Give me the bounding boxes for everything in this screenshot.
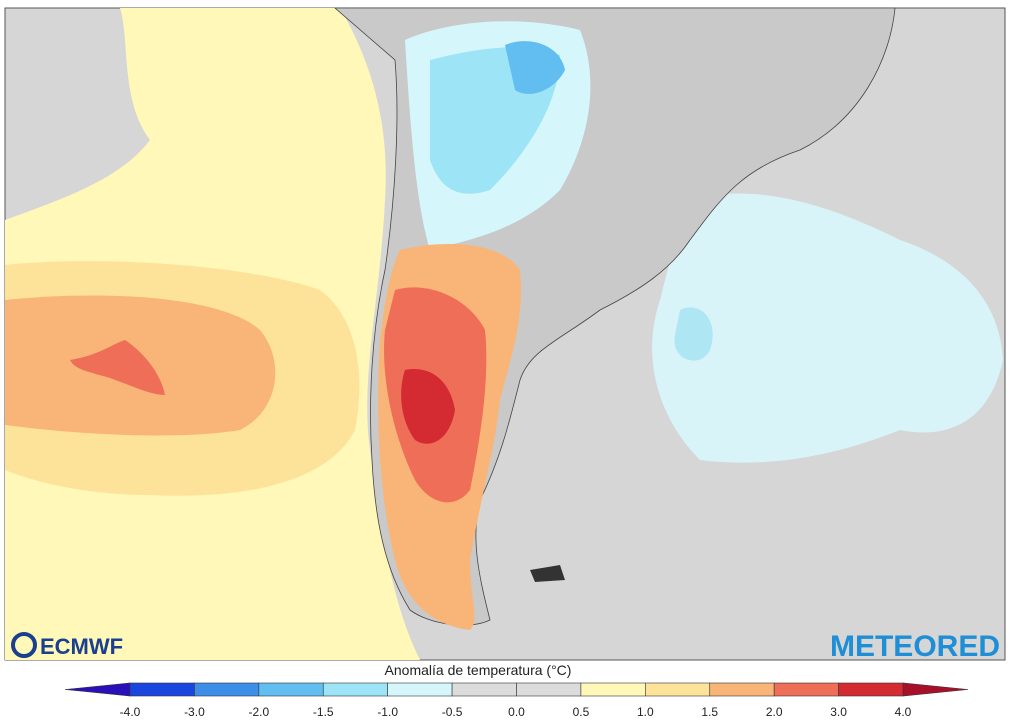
ecmwf-logo: ECMWF	[11, 632, 123, 659]
colorbar-segment	[580, 682, 646, 697]
colorbar-segment	[709, 682, 775, 697]
colorbar-tick-label: 3.0	[830, 705, 847, 719]
colorbar-under	[64, 682, 131, 697]
colorbar-tick-label: -3.0	[184, 705, 205, 719]
colorbar: -4.0 -3.0 -2.0 -1.5 -1.0 -0.5 0.0 0.5 1.0 1.5 2.0 3…	[64, 682, 969, 719]
colorbar-tick-label: -4.0	[120, 705, 141, 719]
colorbar-tick-label: -1.0	[377, 705, 398, 719]
map	[4, 7, 1006, 661]
colorbar-segment	[258, 682, 324, 697]
colorbar-tick-label: 1.0	[637, 705, 654, 719]
colorbar-tick-label: 4.0	[895, 705, 912, 719]
colorbar-segment	[516, 682, 582, 697]
colorbar-tick-label: 0.5	[573, 705, 590, 719]
logo-icon	[11, 632, 37, 658]
colorbar-tick-label: -0.5	[442, 705, 463, 719]
anomaly-area	[70, 340, 165, 395]
colorbar-segment	[129, 682, 195, 697]
colorbar-tick-label: -2.0	[248, 705, 269, 719]
legend-title: Anomalía de temperatura (°C)	[385, 662, 572, 678]
colorbar-segment	[451, 682, 517, 697]
anomaly-area	[652, 193, 1003, 463]
colorbar-tick-label: 2.0	[766, 705, 783, 719]
colorbar-tick-label: 1.5	[701, 705, 718, 719]
logo-text: ECMWF	[40, 634, 123, 659]
islands	[530, 565, 565, 582]
colorbar-segment	[387, 682, 453, 697]
logo-text: METEORED	[830, 630, 1000, 663]
colorbar-tick-label: 0.0	[508, 705, 525, 719]
colorbar-tick-label: -1.5	[313, 705, 334, 719]
colorbar-segment	[194, 682, 260, 697]
colorbar-segment	[773, 682, 839, 697]
colorbar-segment	[838, 682, 904, 697]
colorbar-segment	[322, 682, 388, 697]
colorbar-segment	[645, 682, 711, 697]
anomaly-area	[401, 369, 455, 444]
anomaly-area	[505, 41, 565, 94]
anomaly-area	[674, 307, 713, 361]
colorbar-over	[902, 682, 969, 697]
